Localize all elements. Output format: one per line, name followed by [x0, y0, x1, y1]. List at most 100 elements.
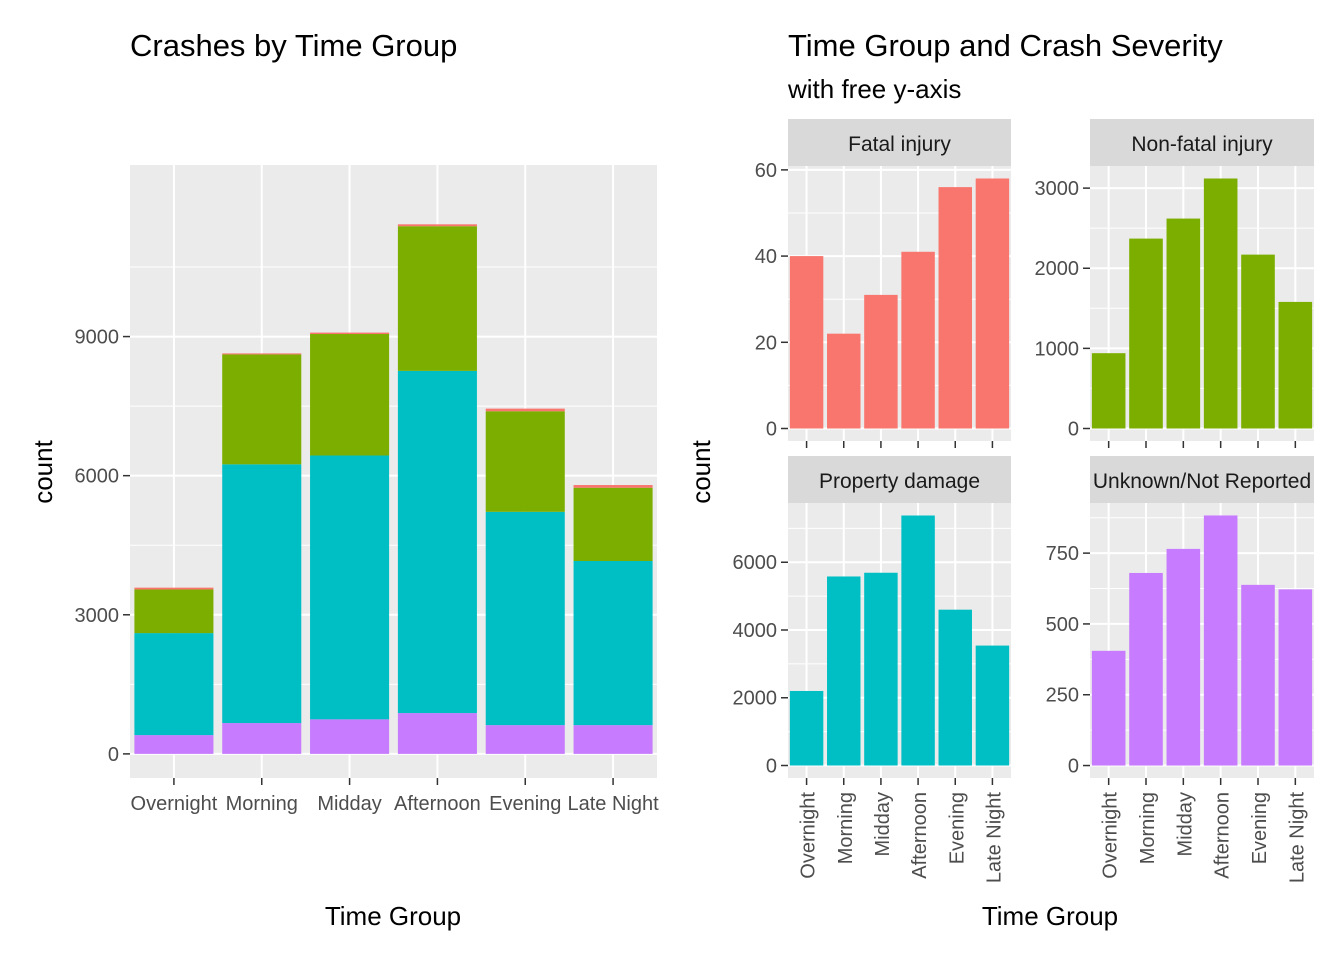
- bar-overnight-segment-0: [134, 735, 214, 754]
- facet-y-tick-label: 250: [1046, 685, 1079, 707]
- facet-strip-label: Fatal injury: [848, 133, 951, 156]
- facet-y-tick-label: 40: [755, 246, 777, 268]
- left-y-axis-title: count: [28, 439, 58, 503]
- bar-midday-segment-0: [310, 719, 390, 754]
- facet-x-tick-label-morning: Morning: [1137, 792, 1159, 864]
- facet-y-tick-label: 0: [1068, 419, 1079, 441]
- right-y-axis-title: count: [686, 439, 716, 503]
- bar-morning-segment-3: [222, 353, 302, 355]
- facet-property-damage: Property damage 0 2000 4000 6000 Overnight Mor…: [733, 456, 1011, 884]
- bar-non-fatal-injury-late-night: [1278, 301, 1313, 429]
- left-chart-title: Crashes by Time Group: [130, 28, 457, 63]
- bar-non-fatal-injury-morning: [1129, 238, 1163, 429]
- left-y-tick-label: 6000: [75, 466, 120, 488]
- left-x-tick-label-afternoon: Afternoon: [394, 793, 481, 815]
- right-chart-subtitle: with free y-axis: [787, 74, 961, 104]
- bar-afternoon-segment-3: [397, 224, 477, 227]
- bar-non-fatal-injury-evening: [1241, 254, 1275, 429]
- bar-property-damage-overnight: [789, 690, 824, 766]
- facet-non-fatal-injury: Non-fatal injury 0 1000 2000 3000: [1035, 119, 1314, 448]
- bar-overnight-segment-1: [134, 633, 214, 736]
- left-y-tick-label: 0: [108, 744, 119, 766]
- facet-y-tick-label: 750: [1046, 543, 1079, 565]
- bar-property-damage-late-night: [975, 645, 1010, 766]
- facet-plot-background: [788, 166, 1011, 441]
- facet-plot-background: [1090, 166, 1314, 441]
- bar-fatal-injury-afternoon: [901, 251, 935, 429]
- facet-y-tick-label: 0: [766, 419, 777, 441]
- left-x-axis-title: Time Group: [325, 901, 461, 931]
- left-chart-plot: 0 3000 6000 9000 Overnight Morning Midday After…: [75, 165, 659, 815]
- right-x-axis-title: Time Group: [982, 901, 1118, 931]
- bar-property-damage-evening: [938, 609, 972, 766]
- facet-x-tick-label-late-night: Late Night: [983, 792, 1005, 884]
- facet-x-tick-label-afternoon: Afternoon: [1212, 792, 1234, 879]
- facet-x-tick-label-overnight: Overnight: [1100, 792, 1122, 879]
- bar-unknown-not-reported-afternoon: [1203, 515, 1238, 766]
- bar-unknown-not-reported-midday: [1166, 548, 1201, 766]
- bar-unknown-not-reported-evening: [1241, 584, 1275, 766]
- facet-strip: [788, 456, 1011, 503]
- bar-afternoon-segment-0: [397, 713, 477, 754]
- bar-unknown-not-reported-late-night: [1278, 589, 1313, 766]
- facet-x-tick-label-late-night: Late Night: [1286, 792, 1308, 884]
- facet-y-tick-label: 0: [1068, 756, 1079, 778]
- facet-y-tick-label: 4000: [733, 620, 778, 642]
- facet-plot-background: [788, 503, 1011, 778]
- bar-property-damage-morning: [827, 576, 861, 766]
- bar-morning-segment-2: [222, 354, 302, 465]
- left-x-tick-label-evening: Evening: [489, 793, 561, 815]
- left-x-tick-label-late-night: Late Night: [567, 793, 659, 815]
- bar-fatal-injury-evening: [938, 187, 972, 429]
- bar-non-fatal-injury-overnight: [1091, 353, 1126, 429]
- facet-y-tick-label: 500: [1046, 614, 1079, 636]
- bar-evening-segment-1: [485, 511, 565, 726]
- bar-fatal-injury-late-night: [975, 178, 1010, 429]
- bar-late-night-segment-3: [573, 485, 653, 488]
- left-y-tick-label: 3000: [75, 605, 120, 627]
- left-y-tick-label: 9000: [75, 327, 120, 349]
- facet-x-tick-label-midday: Midday: [1174, 792, 1196, 856]
- facet-strip-label: Property damage: [819, 470, 980, 493]
- bar-property-damage-afternoon: [901, 515, 935, 766]
- facet-strip-label: Unknown/Not Reported: [1093, 470, 1311, 493]
- left-x-tick-label-midday: Midday: [317, 793, 381, 815]
- bar-unknown-not-reported-morning: [1129, 572, 1163, 766]
- facet-panels: Fatal injury 0 20 40 60 Non-fatal injury 0 1000…: [733, 119, 1314, 884]
- facet-x-tick-label-evening: Evening: [946, 792, 968, 864]
- facet-y-tick-label: 6000: [733, 552, 778, 574]
- bar-overnight-segment-2: [134, 589, 214, 634]
- facet-x-tick-label-overnight: Overnight: [798, 792, 820, 879]
- left-x-tick-label-morning: Morning: [226, 793, 298, 815]
- bar-late-night-segment-2: [573, 487, 653, 561]
- facet-strip-label: Non-fatal injury: [1131, 133, 1273, 156]
- facet-fatal-injury: Fatal injury 0 20 40 60: [755, 119, 1011, 448]
- facet-y-tick-label: 1000: [1035, 338, 1080, 360]
- bar-evening-segment-0: [485, 725, 565, 754]
- facet-y-tick-label: 0: [766, 756, 777, 778]
- bar-fatal-injury-overnight: [789, 256, 824, 429]
- bar-evening-segment-3: [485, 408, 565, 412]
- facet-y-tick-label: 20: [755, 332, 777, 354]
- facet-x-tick-label-morning: Morning: [835, 792, 857, 864]
- facet-x-tick-label-evening: Evening: [1249, 792, 1271, 864]
- bar-morning-segment-0: [222, 723, 302, 754]
- bar-midday-segment-3: [310, 332, 390, 335]
- bar-unknown-not-reported-overnight: [1091, 650, 1126, 766]
- bar-fatal-injury-midday: [864, 294, 898, 429]
- bar-overnight-segment-3: [134, 587, 214, 590]
- facet-strip: [1090, 119, 1314, 166]
- bar-late-night-segment-0: [573, 725, 653, 754]
- facet-x-tick-label-midday: Midday: [872, 792, 894, 856]
- bar-afternoon-segment-2: [397, 226, 477, 371]
- bar-morning-segment-1: [222, 464, 302, 724]
- left-x-tick-label-overnight: Overnight: [131, 793, 218, 815]
- facet-y-tick-label: 3000: [1035, 178, 1080, 200]
- facet-y-tick-label: 2000: [1035, 258, 1080, 280]
- bar-fatal-injury-morning: [827, 333, 861, 429]
- facet-plot-background: [1090, 503, 1314, 778]
- bar-non-fatal-injury-midday: [1166, 218, 1201, 429]
- facet-y-tick-label: 60: [755, 160, 777, 182]
- bar-midday-segment-2: [310, 334, 390, 456]
